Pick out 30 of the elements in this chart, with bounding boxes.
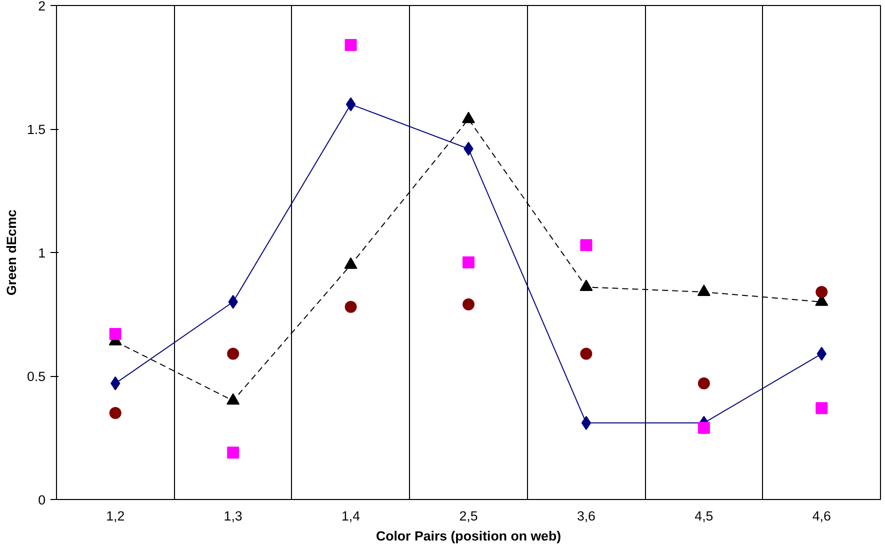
y-tick-label: 1.5: [26, 122, 46, 137]
point: [816, 402, 828, 414]
point: [109, 328, 122, 340]
y-tick-label: 1: [38, 246, 46, 260]
y-tick-label: 0: [38, 492, 46, 508]
point: [344, 300, 357, 313]
x-tick-label: 2,5: [459, 508, 478, 524]
x-tick-label: 1,2: [106, 508, 125, 524]
point: [462, 256, 474, 268]
point: [344, 39, 357, 52]
y-axis-title: Green dEcmc: [4, 208, 19, 296]
x-tick-label: 1,4: [342, 508, 361, 524]
x-axis-title: Color Pairs (position on web): [376, 528, 562, 544]
point: [227, 446, 240, 459]
point: [580, 239, 592, 252]
point: [346, 97, 356, 112]
point: [698, 422, 710, 434]
point: [698, 377, 710, 390]
x-tick-label: 4,5: [694, 508, 714, 524]
x-tick-label: 3,6: [576, 508, 596, 524]
point: [816, 286, 828, 298]
x-tick-label: 4,6: [812, 508, 831, 524]
point: [227, 348, 240, 360]
point: [581, 416, 592, 430]
point: [580, 348, 592, 360]
y-tick-label: 2: [38, 0, 46, 14]
x-tick-label: 1,3: [224, 508, 242, 524]
point: [462, 298, 474, 310]
point: [109, 407, 122, 420]
y-tick-label: 0.5: [26, 369, 46, 384]
